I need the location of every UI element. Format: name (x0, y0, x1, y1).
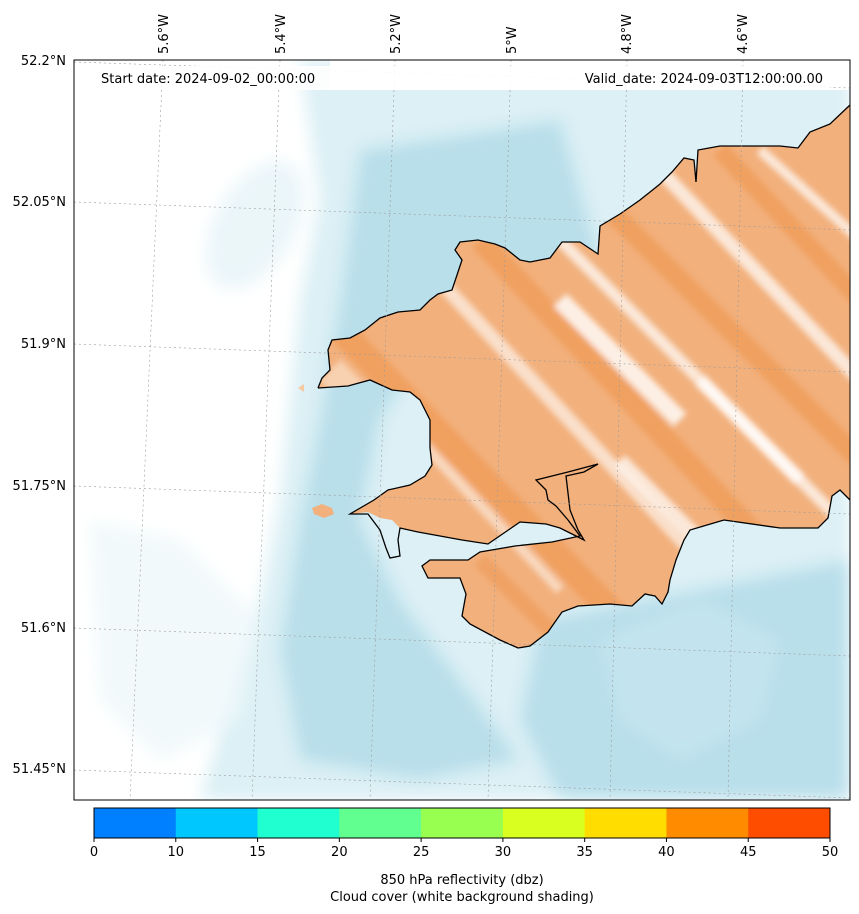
start-date-label: Start date: 2024-09-02_00:00:00 (101, 72, 315, 87)
lon-label: 5.6°W (157, 14, 172, 54)
colorbar-segment (421, 808, 504, 838)
colorbar-tick-label: 40 (658, 845, 675, 860)
lon-label: 4.8°W (620, 14, 635, 54)
gridlines (74, 60, 850, 800)
colorbar-segment (584, 808, 667, 838)
colorbar: 0 10 15 20 25 30 35 40 45 50 (90, 807, 839, 860)
colorbar-tick-label: 35 (576, 845, 593, 860)
lat-label: 51.75°N (13, 479, 66, 494)
valid-date-label: Valid_date: 2024-09-03T12:00:00.00 (585, 72, 823, 87)
colorbar-tick-label: 25 (413, 845, 430, 860)
colorbar-tick-label: 10 (168, 845, 185, 860)
colorbar-tick-label: 30 (495, 845, 512, 860)
lon-label: 5.4°W (274, 14, 289, 54)
colorbar-segment (257, 808, 340, 838)
lat-label: 52.05°N (13, 195, 66, 210)
colorbar-label: 850 hPa reflectivity (dbz) (380, 873, 543, 888)
colorbar-sublabel: Cloud cover (white background shading) (330, 890, 594, 905)
longitude-labels: 5.6°W 5.4°W 5.2°W 5°W 4.8°W 4.6°W (157, 14, 751, 54)
island-skomer (312, 504, 334, 518)
colorbar-segment (339, 808, 422, 838)
colorbar-segment (748, 808, 831, 838)
colorbar-tick-label: 0 (90, 845, 98, 860)
colorbar-tick-label: 45 (740, 845, 757, 860)
lon-label: 4.6°W (736, 14, 751, 54)
lon-label: 5.2°W (389, 14, 404, 54)
lon-label: 5°W (505, 26, 520, 54)
colorbar-frame (93, 807, 831, 839)
coastline (317, 104, 851, 649)
colorbar-segment (175, 808, 259, 838)
colorbar-tick-label: 15 (249, 845, 266, 860)
colorbar-segment (94, 808, 177, 838)
colorbar-segment (502, 808, 586, 838)
latitude-labels: 52.2°N 52.05°N 51.9°N 51.75°N 51.6°N 51.… (13, 54, 66, 777)
lat-label: 51.45°N (13, 762, 66, 777)
lat-label: 51.9°N (21, 337, 66, 352)
header-strip (94, 66, 830, 90)
lat-label: 51.6°N (21, 621, 66, 636)
lat-label: 52.2°N (21, 54, 66, 69)
map-frame (73, 59, 851, 801)
colorbar-tick-label: 20 (331, 845, 348, 860)
colorbar-tick-label: 50 (822, 845, 839, 860)
colorbar-segment (666, 808, 749, 838)
island-small (298, 384, 304, 392)
